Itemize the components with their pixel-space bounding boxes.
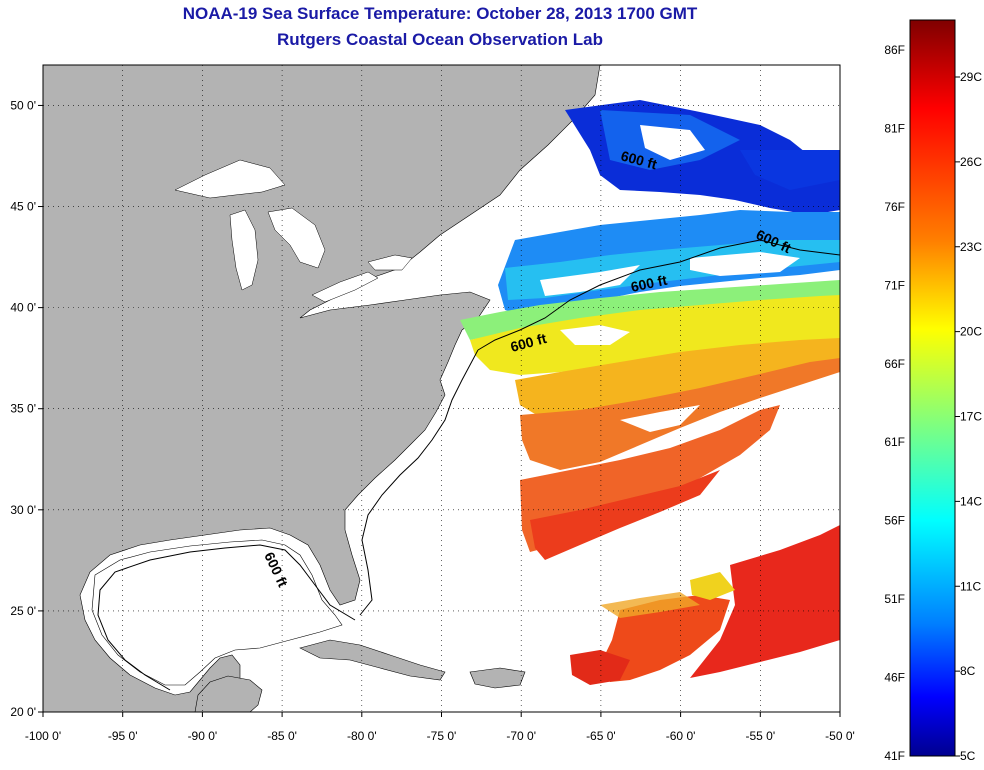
lon-tick-label: -95 0' (108, 729, 138, 743)
lon-tick-label: -85 0' (267, 729, 297, 743)
lat-tick-label: 35 0' (10, 402, 36, 416)
lon-tick-label: -75 0' (427, 729, 457, 743)
gulf-of-mexico (91, 539, 343, 686)
colorbar-c-label: 11C (960, 579, 981, 593)
colorbar-f-label: 81F (884, 121, 905, 135)
lat-tick-label: 40 0' (10, 301, 36, 315)
lat-tick-label: 50 0' (10, 98, 36, 112)
contour-600ft-line (97, 239, 840, 691)
lat-tick-label: 25 0' (10, 604, 36, 618)
colorbar-c-label: 14C (960, 494, 982, 508)
colorbar-f-label: 51F (884, 592, 905, 606)
colorbar-c-label: 26C (960, 155, 982, 169)
map-subtitle: Rutgers Coastal Ocean Observation Lab (277, 30, 603, 49)
lon-tick-label: -60 0' (666, 729, 696, 743)
lat-tick-label: 45 0' (10, 200, 36, 214)
map-title: NOAA-19 Sea Surface Temperature: October… (182, 4, 698, 23)
lon-tick-label: -100 0' (25, 729, 61, 743)
lon-tick-label: -70 0' (506, 729, 536, 743)
lake-huron (267, 207, 326, 269)
colorbar-f-label: 41F (884, 749, 905, 763)
colorbar-c-label: 29C (960, 70, 982, 84)
lat-tick-label: 30 0' (10, 503, 36, 517)
latitude-axis: 20 0' 25 0' 30 0' 35 0' 40 0' 45 0' 50 0' (10, 98, 43, 719)
lon-tick-label: -90 0' (188, 729, 218, 743)
colorbar-fahrenheit-labels: 86F 81F 76F 71F 66F 61F 56F 51F 46F 41F (884, 43, 905, 763)
lon-tick-label: -65 0' (586, 729, 616, 743)
colorbar (909, 19, 956, 757)
lon-tick-label: -55 0' (745, 729, 775, 743)
lake-superior (174, 159, 286, 199)
land-cuba (299, 639, 446, 681)
sst-data-layer (460, 100, 840, 685)
colorbar-c-label: 17C (960, 410, 982, 424)
lake-erie (311, 271, 379, 303)
land-yucatan (194, 675, 263, 712)
lat-tick-label: 20 0' (10, 705, 36, 719)
colorbar-f-label: 66F (884, 357, 905, 371)
colorbar-f-label: 46F (884, 671, 905, 685)
colorbar-f-label: 61F (884, 435, 905, 449)
colorbar-f-label: 86F (884, 43, 905, 57)
contour-label: 600 ft (629, 272, 668, 295)
land-hispaniola (469, 667, 526, 689)
colorbar-f-label: 76F (884, 200, 905, 214)
colorbar-c-label: 8C (960, 664, 976, 678)
lon-tick-label: -80 0' (347, 729, 377, 743)
lon-tick-label: -50 0' (825, 729, 855, 743)
lake-michigan (229, 209, 259, 291)
lake-ontario (367, 254, 413, 271)
colorbar-f-label: 56F (884, 514, 905, 528)
longitude-axis: -100 0' -95 0' -90 0' -85 0' -80 0' -75 0' -70… (25, 712, 855, 743)
colorbar-c-label: 5C (960, 749, 976, 763)
colorbar-f-label: 71F (884, 278, 905, 292)
colorbar-celsius-labels: 29C 26C 23C 20C 17C 14C 11C 8C 5C (955, 70, 982, 763)
colorbar-c-label: 23C (960, 240, 982, 254)
colorbar-c-label: 20C (960, 325, 982, 339)
